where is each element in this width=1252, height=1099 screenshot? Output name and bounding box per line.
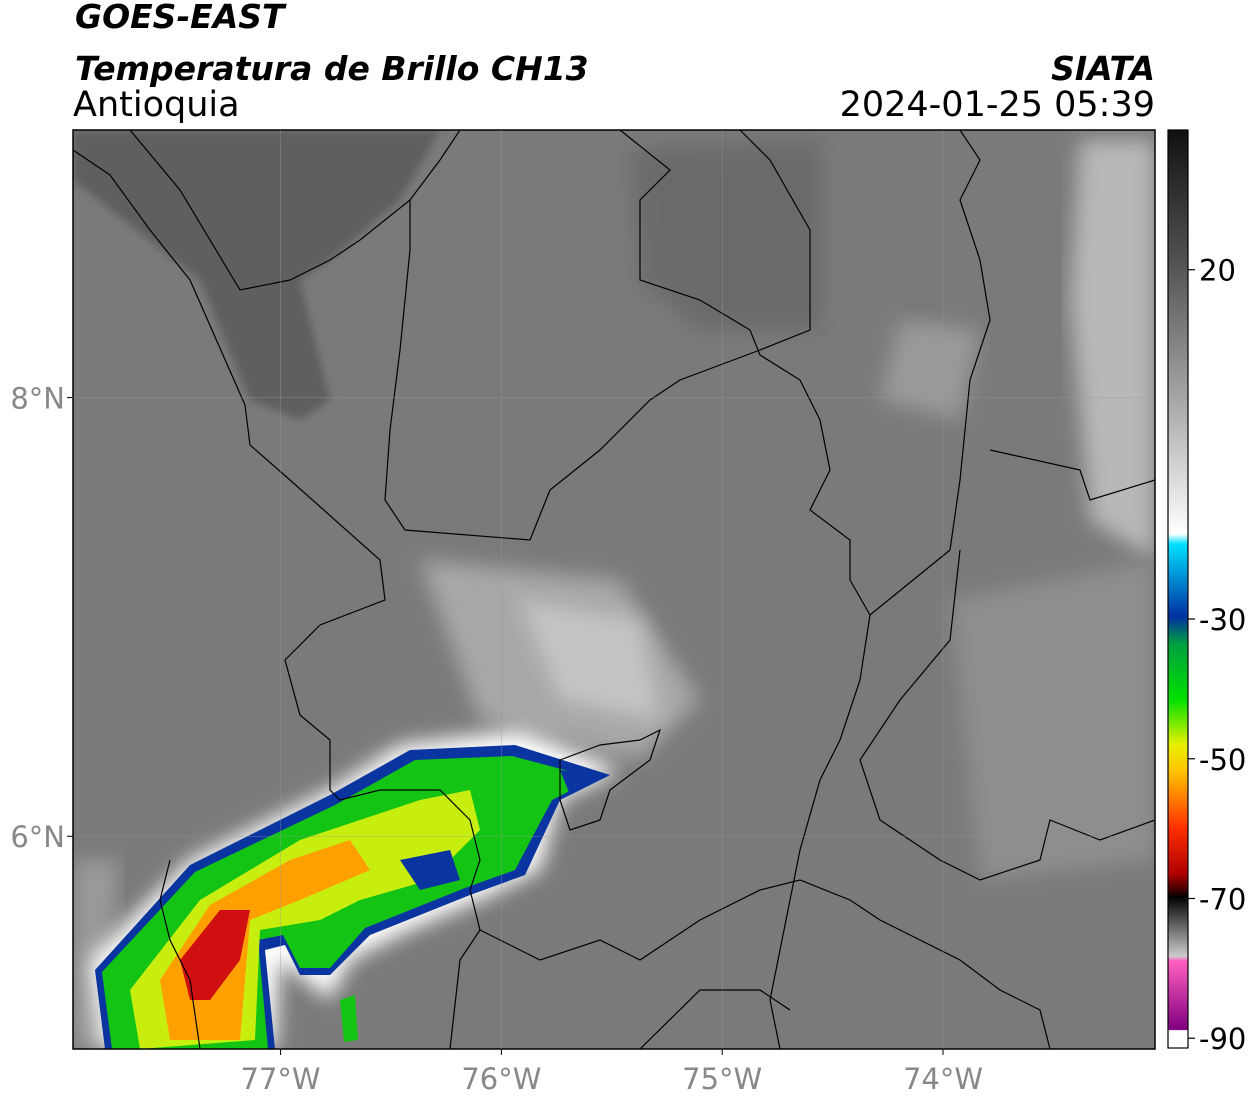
datetime: 2024-01-25 05:39	[840, 85, 1155, 125]
lat-label: 8°N	[10, 382, 65, 416]
source: SIATA	[1051, 49, 1155, 88]
colorbar-label: 20	[1199, 254, 1236, 288]
region: Antioquia	[73, 85, 240, 125]
colorbar	[1167, 129, 1189, 1049]
lat-label: 6°N	[10, 820, 65, 854]
lon-label: 75°W	[682, 1062, 762, 1096]
colorbar-label: -70	[1199, 882, 1246, 916]
subtitle: Temperatura de Brillo CH13	[75, 49, 589, 88]
lon-label: 77°W	[241, 1062, 321, 1096]
colorbar-label: -50	[1199, 743, 1246, 777]
colorbar-label: -90	[1199, 1022, 1246, 1056]
map-image	[73, 130, 1155, 1049]
map-frame	[72, 129, 1156, 1050]
lon-label: 76°W	[461, 1062, 541, 1096]
colorbar-label: -30	[1199, 603, 1246, 637]
lon-label: 74°W	[903, 1062, 983, 1096]
title: GOES-EAST	[75, 0, 287, 36]
